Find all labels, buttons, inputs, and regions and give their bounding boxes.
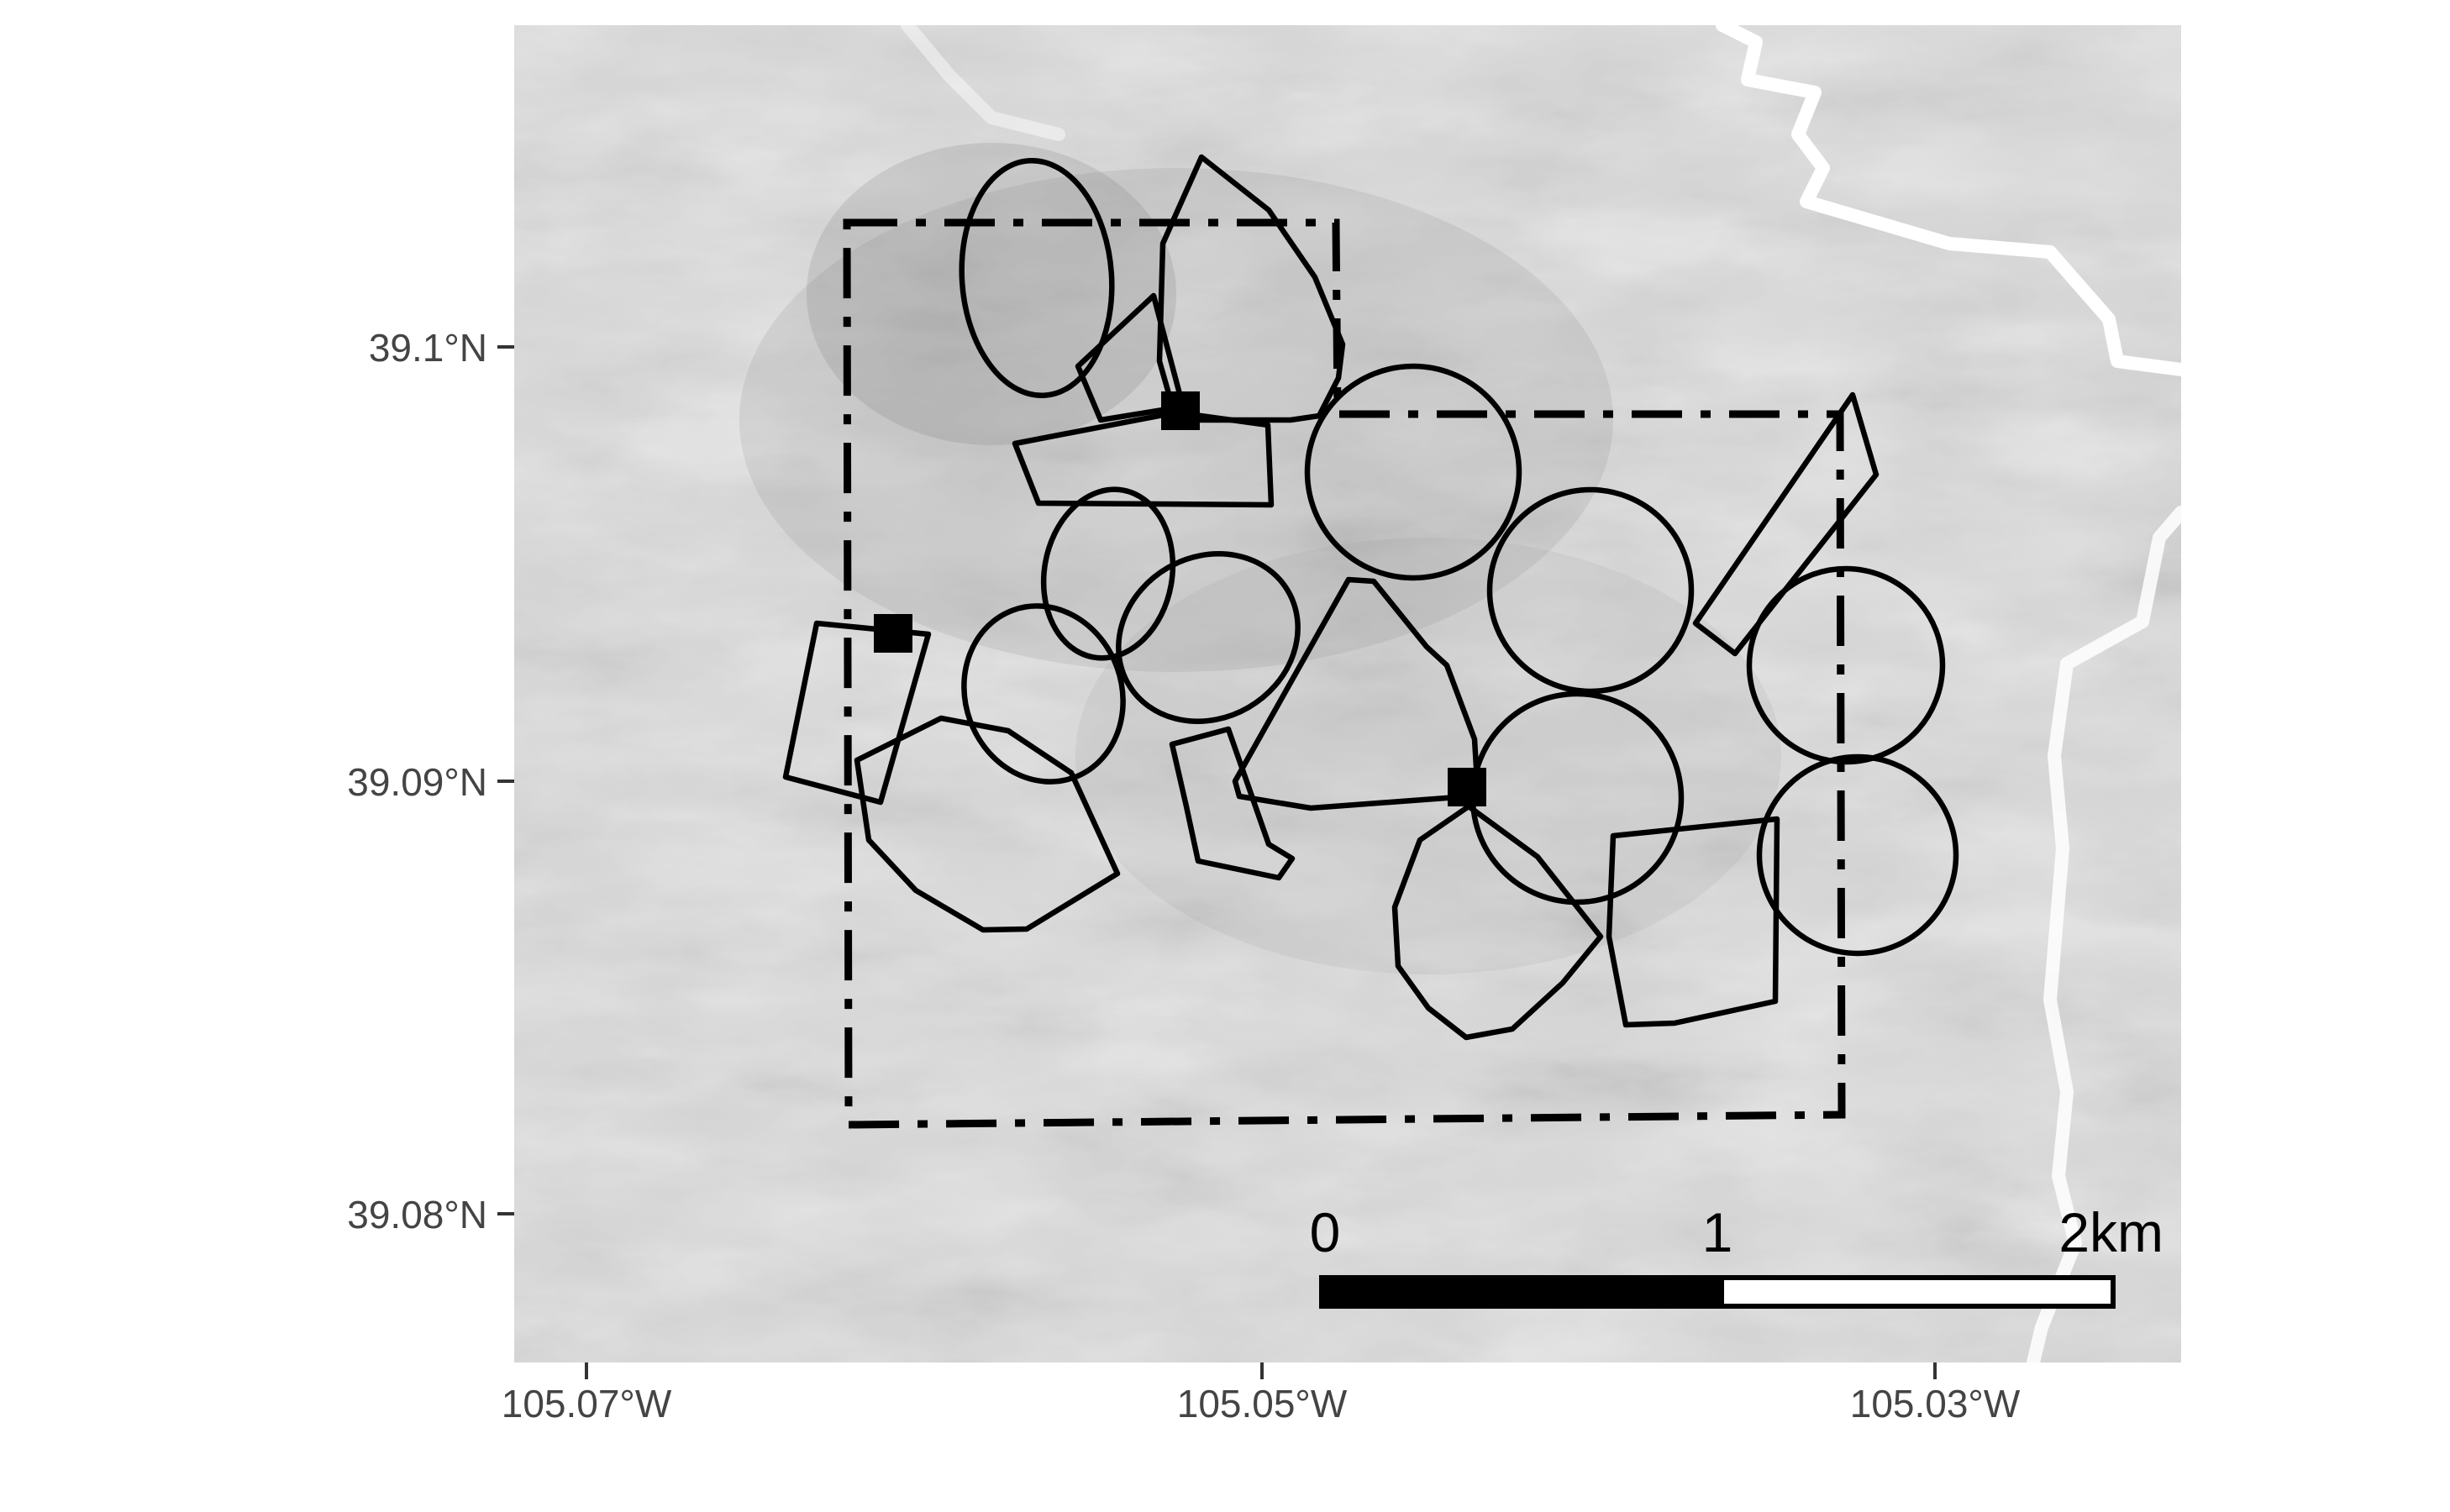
polygon-quad-north [1012, 409, 1275, 508]
marker-north [1161, 391, 1200, 430]
scale-label-1: 1 [1702, 1201, 1733, 1263]
x-axis: 105.07°W 105.05°W 105.03°W [502, 1362, 2021, 1425]
scale-label-0: 0 [1310, 1201, 1341, 1263]
polygon-south-center [1391, 803, 1604, 1041]
x-tick-label-105.03: 105.03°W [1850, 1382, 2021, 1425]
basemap-panel [514, 25, 2181, 1362]
polygon-northeast [1692, 391, 1880, 657]
y-axis: 39.1°N 39.09°N 39.08°N [347, 326, 514, 1236]
scale-label-2km: 2km [2058, 1201, 2163, 1263]
circle-center-north [1304, 363, 1522, 581]
polygon-small-center [1169, 726, 1296, 881]
marker-west [874, 614, 912, 653]
circle-east-far [1746, 565, 1946, 765]
road-south [2027, 506, 2181, 1362]
y-tick-label-39.09: 39.09°N [347, 760, 487, 804]
polygon-wedge [1075, 292, 1186, 423]
ellipse-center-west [1040, 486, 1176, 661]
circle-southeast [1756, 753, 1959, 957]
hillshade-texture [514, 25, 2181, 1362]
polygon-south-east-quad [1606, 816, 1780, 1028]
x-tick-label-105.07: 105.07°W [502, 1382, 672, 1425]
y-tick-label-39.08: 39.08°N [347, 1193, 487, 1236]
polygon-southwest [854, 715, 1121, 933]
road-north [901, 25, 1065, 141]
x-tick-label-105.05: 105.05°W [1177, 1382, 1348, 1425]
road-east [1716, 25, 2181, 376]
ellipse-center [1116, 551, 1301, 724]
circle-east-1 [1486, 486, 1695, 695]
scale-bar-segment-2 [1719, 1275, 2116, 1309]
y-tick-label-39.1: 39.1°N [369, 326, 487, 370]
ellipse-nw [959, 157, 1115, 399]
scale-bar: 0 1 2km [1310, 1201, 2163, 1309]
marker-center [1448, 768, 1486, 806]
scale-bar-segment-1 [1319, 1275, 1724, 1309]
